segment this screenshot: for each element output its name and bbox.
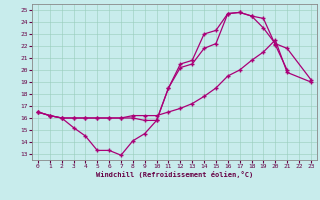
X-axis label: Windchill (Refroidissement éolien,°C): Windchill (Refroidissement éolien,°C) (96, 171, 253, 178)
